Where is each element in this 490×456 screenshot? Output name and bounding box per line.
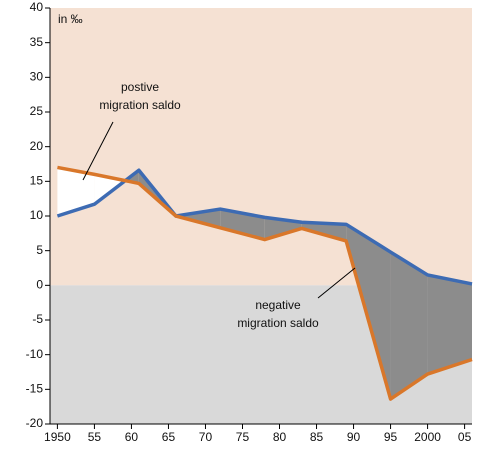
annotation-leader xyxy=(82,121,114,181)
annotation-text: migration saldo xyxy=(99,98,181,112)
x-tick-label: 60 xyxy=(125,430,139,444)
annotation-leader xyxy=(317,267,356,299)
saldo-area xyxy=(427,274,472,375)
saldo-area xyxy=(264,217,302,240)
x-tick-label: 1950 xyxy=(44,430,71,444)
x-tick-label: 65 xyxy=(162,430,176,444)
y-tick-label: 40 xyxy=(30,0,44,14)
unit-label: in ‰ xyxy=(58,12,83,26)
y-tick-label: -15 xyxy=(26,382,44,396)
annotation-text: migration saldo xyxy=(237,316,319,330)
y-tick-label: 15 xyxy=(30,174,44,188)
annotation-text: negative xyxy=(255,298,301,312)
y-tick-label: 0 xyxy=(36,278,43,292)
saldo-area xyxy=(57,167,95,216)
x-tick-label: 05 xyxy=(458,430,472,444)
x-tick-label: 90 xyxy=(347,430,361,444)
annotation-text: postive xyxy=(121,80,159,94)
y-tick-label: 5 xyxy=(36,243,43,257)
x-tick-label: 95 xyxy=(384,430,398,444)
saldo-area xyxy=(390,252,428,400)
y-tick-label: 20 xyxy=(30,139,44,153)
series-line xyxy=(57,165,473,401)
y-tick-label: 25 xyxy=(30,104,44,118)
x-tick-label: 85 xyxy=(310,430,324,444)
x-tick-label: 70 xyxy=(199,430,213,444)
y-tick-label: 35 xyxy=(30,35,44,49)
x-tick-label: 2000 xyxy=(414,430,441,444)
x-tick-label: 80 xyxy=(273,430,287,444)
y-tick-label: 30 xyxy=(30,70,44,84)
y-tick-label: -10 xyxy=(26,347,44,361)
y-tick-label: -20 xyxy=(26,416,44,430)
x-tick-label: 55 xyxy=(88,430,102,444)
y-tick-label: 10 xyxy=(30,208,44,222)
x-tick-label: 75 xyxy=(236,430,250,444)
positive-background xyxy=(50,8,472,286)
y-tick-label: -5 xyxy=(32,312,43,326)
